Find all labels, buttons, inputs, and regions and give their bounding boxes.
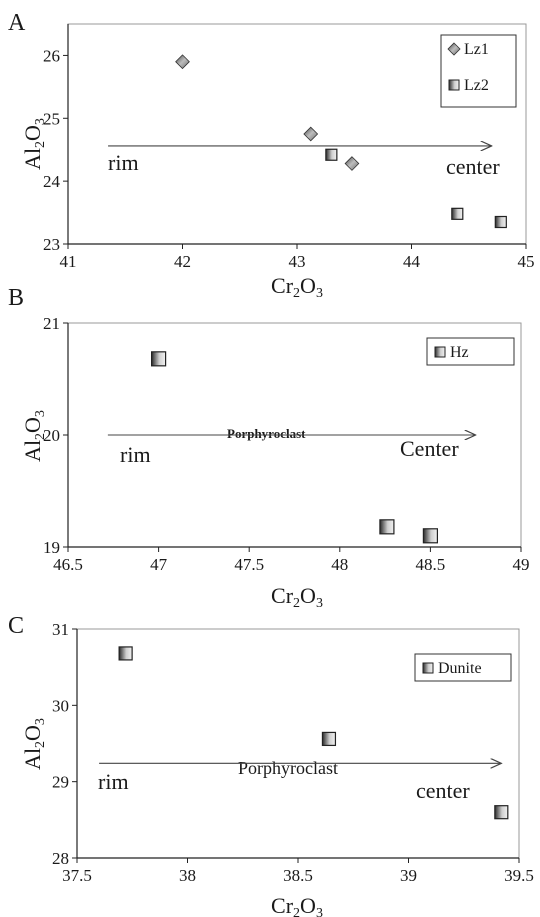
panel-b-annotation-middle: Porphyroclast	[227, 426, 306, 441]
panel-b-legend-label-hz: Hz	[450, 344, 469, 361]
panel-b-point-hz	[151, 351, 167, 367]
panel-c: C Al2O3 Cr2O3 rim Porphyroclast center 3…	[8, 613, 534, 917]
panel-b-x-axis-label: Cr2O3	[271, 583, 323, 611]
panel-c-letter: C	[8, 613, 24, 639]
panel-c-x-tick-label: 37.5	[62, 866, 92, 885]
panel-c-x-tick-label: 39	[400, 866, 417, 885]
panel-c-x-axis-label: Cr2O3	[271, 893, 323, 917]
panel-c-y-tick-label: 31	[52, 620, 69, 639]
panel-a-y-axis-label: Al2O3	[20, 118, 48, 170]
panel-b-x-tick-label: 47.5	[234, 555, 264, 574]
panel-a-point-lz2	[494, 215, 507, 229]
panel-c-x-tick-label: 38	[179, 866, 196, 885]
panel-a-x-tick-label: 42	[174, 252, 191, 271]
panel-a-point-lz1	[344, 156, 360, 171]
panel-b: B Al2O3 Cr2O3 rim Porphyroclast Center 4…	[8, 285, 530, 611]
panel-b-y-tick-label: 19	[43, 538, 60, 557]
panel-b-y-tick-label: 20	[43, 426, 60, 445]
panel-b-point-hz	[422, 528, 438, 544]
panel-b-x-tick-label: 49	[513, 555, 530, 574]
panel-a-annotation-right: center	[446, 154, 500, 179]
panel-b-y-tick-label: 21	[43, 314, 60, 333]
panel-b-annotation-left: rim	[120, 442, 151, 467]
panel-a: A Al2O3 Cr2O3 rim center 41 42 43 44 45 23 24 2…	[8, 10, 535, 301]
panel-b-legend-marker-hz	[434, 346, 446, 358]
panel-c-point-dunite	[321, 731, 337, 747]
panel-b-annotation-right: Center	[400, 436, 459, 461]
panel-c-y-tick-label: 29	[52, 773, 69, 792]
panel-c-point-dunite	[118, 646, 133, 661]
panel-c-annotation-middle: Porphyroclast	[238, 758, 338, 778]
panel-b-x-tick-label: 48	[331, 555, 348, 574]
panel-b-x-tick-label: 48.5	[416, 555, 446, 574]
panel-c-legend-label-dunite: Dunite	[438, 660, 482, 677]
panel-c-x-tick-label: 38.5	[283, 866, 313, 885]
panel-c-legend-marker-dunite	[422, 662, 434, 674]
panel-a-x-axis-label: Cr2O3	[271, 273, 323, 301]
panel-c-y-tick-label: 30	[52, 696, 69, 715]
panel-b-letter: B	[8, 285, 24, 311]
panel-a-point-lz1	[175, 54, 190, 70]
panel-a-x-tick-label: 41	[60, 252, 77, 271]
panel-c-y-axis-label: Al2O3	[20, 718, 48, 770]
panel-a-legend-label-lz1: Lz1	[464, 41, 489, 58]
panel-c-y-tick-label: 28	[52, 849, 69, 868]
panel-a-x-tick-label: 43	[289, 252, 306, 271]
panel-b-x-tick-label: 46.5	[53, 555, 83, 574]
panel-c-x-tick-label: 39.5	[504, 866, 534, 885]
panel-a-y-tick-label: 26	[43, 46, 60, 65]
panel-a-annotation-left: rim	[108, 150, 139, 175]
panel-a-y-tick-label: 23	[43, 235, 60, 254]
panel-a-point-lz2	[451, 207, 464, 220]
panel-c-annotation-left: rim	[98, 769, 129, 794]
panel-c-annotation-right: center	[416, 778, 470, 803]
panel-a-legend-label-lz2: Lz2	[464, 77, 489, 94]
panel-a-letter: A	[8, 10, 26, 36]
panel-b-x-tick-label: 47	[150, 555, 168, 574]
panel-a-point-lz1	[303, 126, 319, 142]
panel-b-point-hz	[379, 519, 395, 535]
panel-a-x-tick-label: 44	[403, 252, 421, 271]
panel-a-y-tick-label: 25	[43, 109, 60, 128]
panel-a-y-tick-label: 24	[43, 172, 61, 191]
panel-a-legend-marker-lz1	[447, 42, 461, 56]
panel-c-point-dunite	[494, 805, 509, 820]
panel-a-legend-marker-lz2	[448, 79, 460, 91]
panel-a-x-tick-label: 45	[518, 252, 535, 271]
panel-a-point-lz2	[325, 148, 338, 161]
